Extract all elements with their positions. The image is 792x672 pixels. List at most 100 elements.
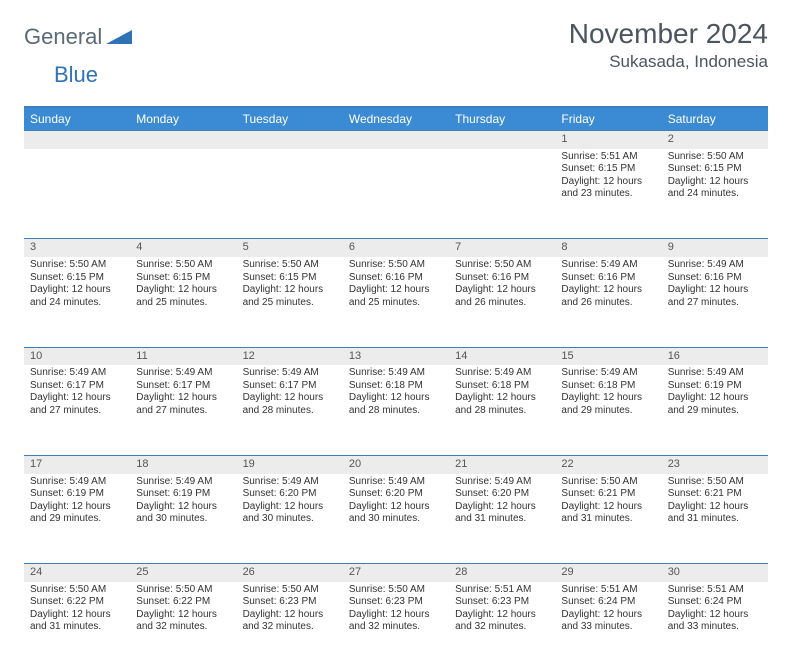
day-cell: Sunrise: 5:50 AMSunset: 6:22 PMDaylight:… bbox=[130, 582, 236, 672]
daylight1-text: Daylight: 12 hours bbox=[136, 392, 230, 405]
daylight1-text: Daylight: 12 hours bbox=[668, 609, 762, 622]
daylight1-text: Daylight: 12 hours bbox=[349, 392, 443, 405]
day-cell: Sunrise: 5:49 AMSunset: 6:20 PMDaylight:… bbox=[343, 474, 449, 564]
daylight1-text: Daylight: 12 hours bbox=[243, 501, 337, 514]
day-number bbox=[343, 131, 449, 149]
day-number: 19 bbox=[237, 455, 343, 473]
weekday-header: Sunday bbox=[24, 107, 130, 131]
day-cell: Sunrise: 5:50 AMSunset: 6:15 PMDaylight:… bbox=[662, 149, 768, 239]
daylight2-text: and 29 minutes. bbox=[668, 405, 762, 418]
weekday-header: Friday bbox=[555, 107, 661, 131]
daylight2-text: and 30 minutes. bbox=[349, 513, 443, 526]
sunrise-text: Sunrise: 5:51 AM bbox=[668, 584, 762, 597]
weekday-header: Thursday bbox=[449, 107, 555, 131]
day-content-row: Sunrise: 5:50 AMSunset: 6:15 PMDaylight:… bbox=[24, 257, 768, 347]
sunset-text: Sunset: 6:24 PM bbox=[561, 596, 655, 609]
day-number-row: 3456789 bbox=[24, 239, 768, 257]
daylight2-text: and 31 minutes. bbox=[30, 621, 124, 634]
sunrise-text: Sunrise: 5:49 AM bbox=[561, 259, 655, 272]
sunset-text: Sunset: 6:20 PM bbox=[455, 488, 549, 501]
day-number: 21 bbox=[449, 455, 555, 473]
daylight2-text: and 30 minutes. bbox=[243, 513, 337, 526]
daylight2-text: and 26 minutes. bbox=[561, 297, 655, 310]
day-number-row: 17181920212223 bbox=[24, 455, 768, 473]
day-number: 25 bbox=[130, 564, 236, 582]
sunset-text: Sunset: 6:16 PM bbox=[349, 272, 443, 285]
sunset-text: Sunset: 6:18 PM bbox=[455, 380, 549, 393]
day-cell: Sunrise: 5:50 AMSunset: 6:16 PMDaylight:… bbox=[343, 257, 449, 347]
daylight1-text: Daylight: 12 hours bbox=[30, 284, 124, 297]
daylight1-text: Daylight: 12 hours bbox=[668, 392, 762, 405]
day-cell: Sunrise: 5:49 AMSunset: 6:16 PMDaylight:… bbox=[555, 257, 661, 347]
sunrise-text: Sunrise: 5:49 AM bbox=[30, 476, 124, 489]
daylight1-text: Daylight: 12 hours bbox=[561, 392, 655, 405]
day-number bbox=[449, 131, 555, 149]
sunset-text: Sunset: 6:18 PM bbox=[561, 380, 655, 393]
day-number: 23 bbox=[662, 455, 768, 473]
day-content-row: Sunrise: 5:49 AMSunset: 6:19 PMDaylight:… bbox=[24, 474, 768, 564]
daylight2-text: and 30 minutes. bbox=[136, 513, 230, 526]
day-number: 28 bbox=[449, 564, 555, 582]
sunrise-text: Sunrise: 5:49 AM bbox=[455, 367, 549, 380]
sunset-text: Sunset: 6:19 PM bbox=[30, 488, 124, 501]
day-cell: Sunrise: 5:49 AMSunset: 6:17 PMDaylight:… bbox=[237, 365, 343, 455]
sunrise-text: Sunrise: 5:49 AM bbox=[30, 367, 124, 380]
sunrise-text: Sunrise: 5:49 AM bbox=[455, 476, 549, 489]
day-number: 16 bbox=[662, 347, 768, 365]
day-number-row: 10111213141516 bbox=[24, 347, 768, 365]
daylight2-text: and 31 minutes. bbox=[561, 513, 655, 526]
daylight2-text: and 32 minutes. bbox=[349, 621, 443, 634]
sunset-text: Sunset: 6:16 PM bbox=[668, 272, 762, 285]
sunset-text: Sunset: 6:18 PM bbox=[349, 380, 443, 393]
sunrise-text: Sunrise: 5:50 AM bbox=[136, 259, 230, 272]
weekday-header: Monday bbox=[130, 107, 236, 131]
day-number: 12 bbox=[237, 347, 343, 365]
day-number: 1 bbox=[555, 131, 661, 149]
logo-text-1: General bbox=[24, 24, 102, 50]
day-number: 27 bbox=[343, 564, 449, 582]
daylight1-text: Daylight: 12 hours bbox=[561, 176, 655, 189]
day-cell: Sunrise: 5:49 AMSunset: 6:18 PMDaylight:… bbox=[555, 365, 661, 455]
sunrise-text: Sunrise: 5:49 AM bbox=[243, 476, 337, 489]
day-number: 3 bbox=[24, 239, 130, 257]
day-number: 13 bbox=[343, 347, 449, 365]
daylight1-text: Daylight: 12 hours bbox=[136, 609, 230, 622]
sunrise-text: Sunrise: 5:51 AM bbox=[561, 151, 655, 164]
daylight1-text: Daylight: 12 hours bbox=[136, 501, 230, 514]
day-number: 9 bbox=[662, 239, 768, 257]
sunset-text: Sunset: 6:23 PM bbox=[243, 596, 337, 609]
day-cell: Sunrise: 5:49 AMSunset: 6:18 PMDaylight:… bbox=[449, 365, 555, 455]
daylight2-text: and 31 minutes. bbox=[455, 513, 549, 526]
day-cell: Sunrise: 5:51 AMSunset: 6:15 PMDaylight:… bbox=[555, 149, 661, 239]
daylight2-text: and 25 minutes. bbox=[243, 297, 337, 310]
day-number: 30 bbox=[662, 564, 768, 582]
day-number: 8 bbox=[555, 239, 661, 257]
day-content-row: Sunrise: 5:51 AMSunset: 6:15 PMDaylight:… bbox=[24, 149, 768, 239]
daylight2-text: and 29 minutes. bbox=[30, 513, 124, 526]
daylight2-text: and 26 minutes. bbox=[455, 297, 549, 310]
daylight1-text: Daylight: 12 hours bbox=[136, 284, 230, 297]
day-number: 2 bbox=[662, 131, 768, 149]
sunrise-text: Sunrise: 5:49 AM bbox=[136, 476, 230, 489]
day-cell: Sunrise: 5:50 AMSunset: 6:21 PMDaylight:… bbox=[662, 474, 768, 564]
day-number: 15 bbox=[555, 347, 661, 365]
daylight2-text: and 32 minutes. bbox=[243, 621, 337, 634]
daylight2-text: and 23 minutes. bbox=[561, 188, 655, 201]
sunset-text: Sunset: 6:22 PM bbox=[30, 596, 124, 609]
sunrise-text: Sunrise: 5:49 AM bbox=[349, 367, 443, 380]
sunrise-text: Sunrise: 5:50 AM bbox=[455, 259, 549, 272]
day-number: 20 bbox=[343, 455, 449, 473]
sunrise-text: Sunrise: 5:50 AM bbox=[561, 476, 655, 489]
day-number: 14 bbox=[449, 347, 555, 365]
day-cell: Sunrise: 5:50 AMSunset: 6:15 PMDaylight:… bbox=[24, 257, 130, 347]
day-cell: Sunrise: 5:49 AMSunset: 6:19 PMDaylight:… bbox=[130, 474, 236, 564]
day-cell: Sunrise: 5:49 AMSunset: 6:17 PMDaylight:… bbox=[24, 365, 130, 455]
day-number bbox=[24, 131, 130, 149]
day-number-row: 12 bbox=[24, 131, 768, 149]
day-number: 17 bbox=[24, 455, 130, 473]
daylight2-text: and 32 minutes. bbox=[455, 621, 549, 634]
daylight1-text: Daylight: 12 hours bbox=[561, 609, 655, 622]
day-number: 10 bbox=[24, 347, 130, 365]
sunset-text: Sunset: 6:17 PM bbox=[136, 380, 230, 393]
day-cell bbox=[24, 149, 130, 239]
